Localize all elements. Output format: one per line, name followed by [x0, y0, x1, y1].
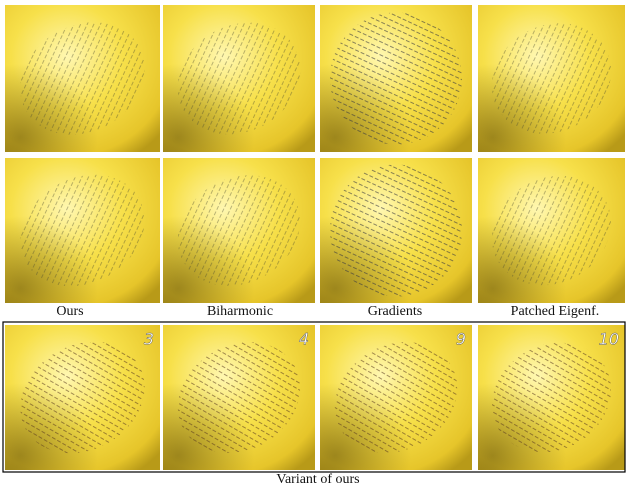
caption: Variant of ours	[276, 472, 359, 487]
column-label: Gradients	[368, 304, 422, 319]
column-label: Patched Eigenf.	[511, 304, 600, 319]
panels	[0, 0, 627, 475]
variant-label: 9	[456, 330, 466, 349]
variant-label: 3	[144, 330, 154, 349]
vector-field	[330, 13, 462, 145]
variant-label: 4	[299, 330, 309, 349]
figure: Ours Biharmonic Gradients Patched Eigenf…	[0, 0, 627, 488]
vector-field	[330, 165, 462, 297]
column-label: Ours	[56, 304, 83, 319]
variant-label: 10	[599, 330, 619, 349]
page: {"columns": ["Ours", "Biharmonic", "Grad…	[0, 0, 627, 488]
column-label: Biharmonic	[207, 304, 273, 319]
